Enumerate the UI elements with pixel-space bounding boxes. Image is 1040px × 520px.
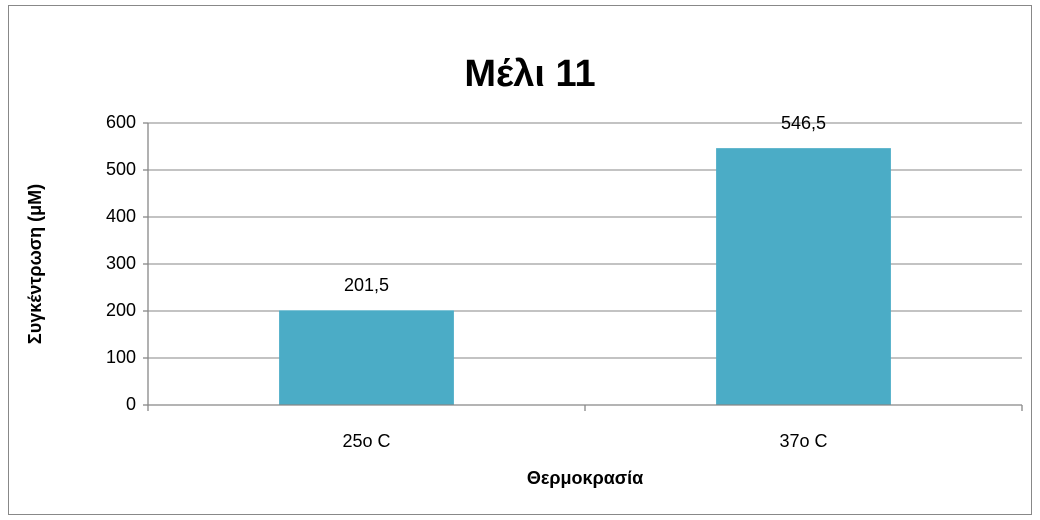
chart-title: Μέλι 11 <box>464 53 595 95</box>
bar <box>279 310 454 405</box>
x-tick-label: 25o C <box>342 431 390 451</box>
y-axis-title: Συγκέντρωση (μM) <box>25 184 45 344</box>
y-tick-label: 500 <box>106 159 136 179</box>
y-tick-label: 200 <box>106 300 136 320</box>
data-label: 201,5 <box>344 275 389 295</box>
x-tick-label: 37o C <box>779 431 827 451</box>
y-tick-label: 100 <box>106 347 136 367</box>
data-label: 546,5 <box>781 113 826 133</box>
bar <box>716 148 891 405</box>
y-tick-label: 400 <box>106 206 136 226</box>
y-tick-label: 0 <box>126 394 136 414</box>
y-tick-label: 600 <box>106 112 136 132</box>
y-tick-label: 300 <box>106 253 136 273</box>
x-axis-title: Θερμοκρασία <box>527 468 643 488</box>
